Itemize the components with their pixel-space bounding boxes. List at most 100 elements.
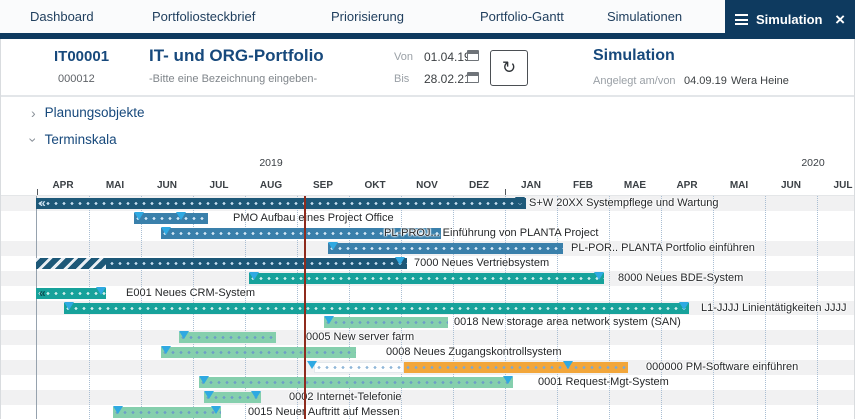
active-tab-label: Simulation <box>756 12 823 27</box>
month-label: OKT <box>364 180 386 191</box>
section-terminskala[interactable]: › Terminskala <box>25 132 116 147</box>
month-label: JUN <box>780 180 802 191</box>
gantt-bar-segment[interactable] <box>204 392 261 404</box>
milestone-marker[interactable] <box>176 211 186 220</box>
portfolio-header: IT00001 000012 IT- und ORG-Portfolio -Bi… <box>1 39 854 97</box>
gantt-row: 0001 Request-Mgt-System <box>1 375 854 390</box>
close-icon[interactable]: × <box>835 10 845 29</box>
gantt-row: 0002 Internet-Telefonie <box>1 390 854 405</box>
milestone-marker[interactable] <box>249 271 259 280</box>
milestone-marker[interactable] <box>324 316 334 325</box>
milestone-marker[interactable] <box>113 406 123 415</box>
simulation-title: Simulation <box>593 47 675 64</box>
section-label: Planungsobjekte <box>44 105 145 120</box>
gantt-bar-label: 7000 Neues Vertriebsystem <box>414 256 550 269</box>
milestone-marker[interactable] <box>328 241 338 250</box>
portfolio-id: IT00001 <box>54 48 110 65</box>
bis-date-field[interactable]: 28.02.21 <box>424 72 471 86</box>
month-label: AUG <box>259 180 283 191</box>
gantt-bar-segment[interactable] <box>199 377 513 389</box>
milestone-marker[interactable] <box>395 256 405 265</box>
gantt-bar-segment[interactable] <box>179 332 276 344</box>
gantt-bar-segment[interactable] <box>36 287 106 299</box>
milestone-marker[interactable] <box>96 286 106 295</box>
gantt-month-row: APR MAI JUN JUL AUG SEP OKT NOV DEZ JAN FEB MAE APR M… <box>1 171 854 195</box>
gantt-row: 8000 Neues BDE-System <box>1 271 854 286</box>
gantt-bar-segment[interactable] <box>161 347 356 359</box>
gantt-row: PL-POR.. PLANTA Portfolio einführen <box>1 241 854 256</box>
milestone-marker[interactable] <box>679 301 689 310</box>
nav-tab-portfolio-gantt[interactable]: Portfolio-Gantt <box>480 9 564 24</box>
gantt-bar-segment[interactable] <box>161 227 441 239</box>
milestone-marker[interactable] <box>134 211 144 220</box>
month-label: NOV <box>416 180 438 191</box>
top-nav: Dashboard Portfoliosteckbrief Priorisierun… <box>0 0 855 39</box>
nav-tab-portfoliosteckbrief[interactable]: Portfoliosteckbrief <box>152 9 256 24</box>
gantt-bar-label: PMO Aufbau eines Project Office <box>233 211 394 224</box>
milestone-marker[interactable] <box>161 346 171 355</box>
milestone-marker[interactable] <box>199 376 209 385</box>
bis-label: Bis <box>394 73 410 85</box>
sync-icon: ↻ <box>501 58 517 77</box>
gantt-row: 0008 Neues Zugangskontrollsystem <box>1 345 854 360</box>
tab-simulation-active[interactable]: Simulation × <box>725 0 855 39</box>
milestone-marker[interactable] <box>179 331 189 340</box>
month-label: MAI <box>729 180 749 191</box>
year-label: 2019 <box>259 157 283 169</box>
month-label: FEB <box>573 180 593 191</box>
nav-accent-strip <box>0 33 855 39</box>
month-gridline <box>765 196 766 419</box>
milestone-marker[interactable] <box>563 361 573 370</box>
portfolio-code: 000012 <box>58 73 95 85</box>
month-gridline <box>36 196 37 419</box>
gantt-bar-segment[interactable] <box>314 362 404 374</box>
milestone-marker[interactable] <box>64 301 74 310</box>
gantt-bar-segment[interactable] <box>249 272 604 284</box>
gantt-row: 000000 PM-Software einführen <box>1 360 854 375</box>
milestone-marker[interactable] <box>204 391 214 400</box>
calendar-icon[interactable] <box>467 72 479 83</box>
gantt-bar-segment[interactable] <box>134 212 208 224</box>
milestone-marker[interactable] <box>307 361 317 370</box>
section-planungsobjekte[interactable]: › Planungsobjekte <box>31 105 145 120</box>
calendar-icon[interactable] <box>467 50 479 61</box>
gantt-bar-segment[interactable] <box>324 317 448 329</box>
sync-button[interactable]: ↻ <box>490 50 528 86</box>
gantt-row: PL-PROJ... Einführung von PLANTA Project <box>1 226 854 241</box>
nav-tab-priorisierung[interactable]: Priorisierung <box>331 9 404 24</box>
created-by: Wera Heine <box>731 75 789 87</box>
milestone-marker[interactable] <box>503 376 513 385</box>
month-label: JUL <box>209 180 229 191</box>
hamburger-menu-icon[interactable] <box>735 14 748 25</box>
milestone-marker[interactable] <box>515 197 525 205</box>
portfolio-subtitle[interactable]: -Bitte eine Bezeichnung eingeben- <box>149 73 318 85</box>
gantt-bar-segment[interactable] <box>36 257 407 269</box>
gantt-row: « E001 Neues CRM-System <box>1 286 854 301</box>
gantt-row: 7000 Neues Vertriebsystem <box>1 256 854 271</box>
nav-tab-dashboard[interactable]: Dashboard <box>30 9 94 24</box>
milestone-marker[interactable] <box>161 226 171 235</box>
milestone-marker[interactable] <box>594 271 604 280</box>
gantt-bar-segment[interactable] <box>36 198 526 209</box>
gantt-row: 0015 Neuer Auftritt auf Messen <box>1 405 854 420</box>
gantt-bar-segment[interactable] <box>113 407 221 419</box>
milestone-marker[interactable] <box>211 406 221 415</box>
milestone-marker[interactable] <box>251 391 261 400</box>
gantt-bar-label: 0018 New storage area network system (SA… <box>454 316 681 329</box>
gantt-bar-segment[interactable] <box>328 242 563 254</box>
gantt-row: PMO Aufbau eines Project Office <box>1 211 854 226</box>
created-date: 04.09.19 <box>684 75 727 87</box>
month-gridline <box>713 196 714 419</box>
month-label: JAN <box>520 180 542 191</box>
gantt-bar-label: S+W 20XX Systempflege und Wartung <box>529 197 719 209</box>
nav-tab-simulationen[interactable]: Simulationen <box>607 9 683 24</box>
gantt-bar-segment[interactable] <box>404 362 628 374</box>
gantt-bar-label: PL-PROJ... Einführung von PLANTA Project <box>384 226 599 239</box>
gantt-bar-label: L1-JJJJ Linientätigkeiten JJJJ <box>701 301 847 314</box>
von-date-field[interactable]: 01.04.19 <box>424 50 471 64</box>
von-label: Von <box>394 51 413 63</box>
year-boundary-tick <box>37 189 38 195</box>
gantt-bar-segment[interactable] <box>64 302 689 314</box>
gantt-bar-label: E001 Neues CRM-System <box>126 286 255 299</box>
continues-left-icon: « <box>39 285 46 300</box>
